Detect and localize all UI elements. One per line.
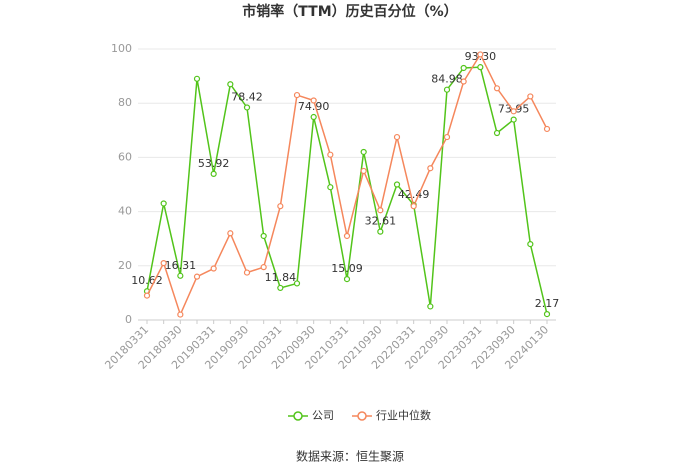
point: [527, 241, 534, 248]
point: [460, 64, 467, 72]
point: [227, 230, 234, 237]
point: [410, 203, 417, 210]
legend-marker: [357, 411, 367, 421]
y-tick-label: 60: [118, 150, 132, 163]
point: [477, 64, 484, 71]
point: [393, 133, 401, 141]
legend-label: 行业中位数: [376, 408, 431, 422]
point: [293, 91, 301, 99]
legend-label: 公司: [312, 409, 334, 422]
legend-marker: [293, 411, 303, 421]
y-tick-label: 100: [111, 42, 132, 55]
point: [343, 276, 351, 283]
point: [177, 311, 184, 318]
point: [510, 108, 517, 115]
point: [210, 265, 217, 272]
point: [210, 170, 217, 177]
data-label: 32.61: [365, 215, 397, 228]
data-label: 78.42: [231, 90, 263, 103]
point: [543, 125, 551, 133]
point: [227, 81, 234, 88]
point: [177, 272, 184, 279]
data-label: 15.09: [331, 262, 363, 275]
data-label: 74.90: [298, 100, 330, 113]
data-label: 53.92: [198, 157, 230, 170]
point: [277, 284, 284, 292]
source: 数据来源：恒生聚源: [296, 449, 404, 464]
point: [327, 151, 334, 158]
point: [393, 181, 401, 188]
point: [427, 165, 434, 172]
data-label: 42.49: [398, 188, 430, 201]
y-tick-label: 20: [118, 259, 132, 272]
point: [277, 203, 284, 210]
point: [343, 232, 351, 240]
data-label: 84.98: [431, 73, 463, 86]
point: [260, 264, 267, 271]
point: [193, 273, 201, 280]
point: [327, 184, 334, 191]
point: [360, 148, 367, 156]
point: [443, 133, 451, 141]
point: [493, 85, 501, 92]
point: [527, 93, 534, 100]
point: [427, 303, 434, 310]
chart-title: 市销率（TTM）历史百分位（%）: [242, 3, 457, 20]
point: [510, 116, 517, 123]
y-tick-label: 40: [118, 205, 132, 218]
point: [477, 51, 484, 58]
point: [260, 232, 267, 240]
point: [193, 75, 201, 82]
point: [143, 292, 151, 299]
point: [310, 113, 317, 121]
point: [543, 311, 551, 318]
point: [377, 207, 384, 214]
point: [243, 269, 251, 276]
y-tick-label: 80: [118, 96, 132, 109]
point: [493, 129, 501, 137]
point: [460, 78, 467, 85]
data-label: 16.31: [165, 259, 197, 272]
point: [160, 259, 167, 267]
data-label: 10.62: [131, 274, 163, 287]
point: [377, 228, 384, 235]
point: [360, 167, 367, 175]
point: [160, 200, 167, 207]
point: [293, 280, 301, 287]
point: [310, 97, 317, 104]
y-tick-label: 0: [125, 313, 132, 326]
data-label: 11.84: [265, 271, 297, 284]
point: [243, 104, 251, 111]
data-label: 2.17: [535, 297, 560, 310]
point: [443, 86, 451, 93]
